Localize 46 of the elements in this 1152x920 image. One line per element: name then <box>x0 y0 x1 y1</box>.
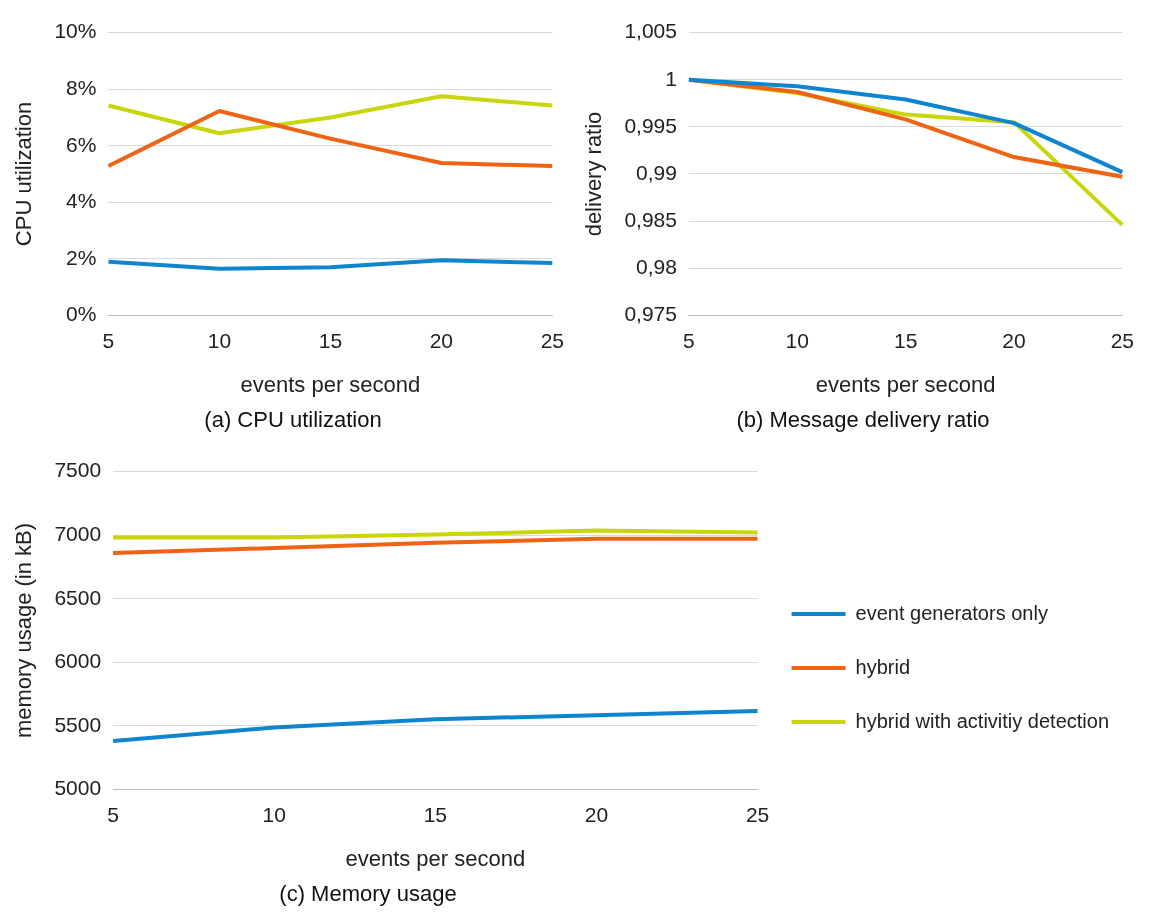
x-tick-label: 15 <box>893 328 918 352</box>
y-axis-title: CPU utilization <box>11 101 37 247</box>
x-axis-title: events per second <box>240 371 421 397</box>
x-tick-label: 10 <box>785 328 809 352</box>
y-tick-label: 7000 <box>54 521 102 545</box>
y-tick-label: 1 <box>665 66 677 90</box>
x-tick-label: 25 <box>1110 328 1134 352</box>
y-tick-label: 6000 <box>54 649 102 673</box>
x-tick-label: 15 <box>318 328 343 352</box>
x-tick-label: 10 <box>262 802 286 826</box>
y-tick-label: 0,985 <box>624 207 677 231</box>
y-tick-label: 2% <box>66 245 97 269</box>
legend-label: hybrid with activitiy detection <box>855 709 1110 732</box>
y-tick-label: 1,005 <box>624 19 677 43</box>
legend-label: event generators only <box>855 601 1048 624</box>
x-tick-label: 25 <box>540 328 564 352</box>
y-tick-label: 5000 <box>54 776 102 800</box>
y-axis-title: delivery ratio <box>581 111 607 237</box>
y-tick-label: 0,98 <box>636 255 677 279</box>
x-tick-label: 15 <box>423 802 448 826</box>
text: (c) Memory usage <box>278 881 458 907</box>
x-axis-title: events per second <box>345 845 526 871</box>
text: (b) Message delivery ratio <box>735 407 991 433</box>
x-tick-label: 25 <box>745 802 770 826</box>
y-tick-label: 7500 <box>54 458 102 482</box>
y-tick-label: 0,975 <box>624 302 677 326</box>
x-tick-label: 5 <box>102 328 115 352</box>
y-tick-label: 8% <box>66 75 97 99</box>
y-tick-label: 5500 <box>54 712 102 736</box>
y-tick-label: 4% <box>66 189 97 213</box>
y-tick-label: 0% <box>66 302 97 326</box>
x-tick-label: 10 <box>207 328 232 352</box>
y-tick-label: 6500 <box>54 585 102 609</box>
x-tick-label: 5 <box>683 328 695 352</box>
y-tick-label: 0,99 <box>636 160 677 184</box>
text: (a) CPU utilization <box>203 407 383 433</box>
y-axis-title: memory usage (in kB) <box>11 522 37 739</box>
legend-label: hybrid <box>855 655 911 678</box>
x-tick-label: 20 <box>584 802 609 826</box>
y-tick-label: 6% <box>66 132 97 156</box>
x-tick-label: 20 <box>1002 328 1026 352</box>
x-tick-label: 20 <box>429 328 454 352</box>
y-tick-label: 0,995 <box>624 113 677 137</box>
x-axis-title: events per second <box>815 371 996 397</box>
y-tick-label: 10% <box>54 19 97 43</box>
x-tick-label: 5 <box>107 802 119 826</box>
